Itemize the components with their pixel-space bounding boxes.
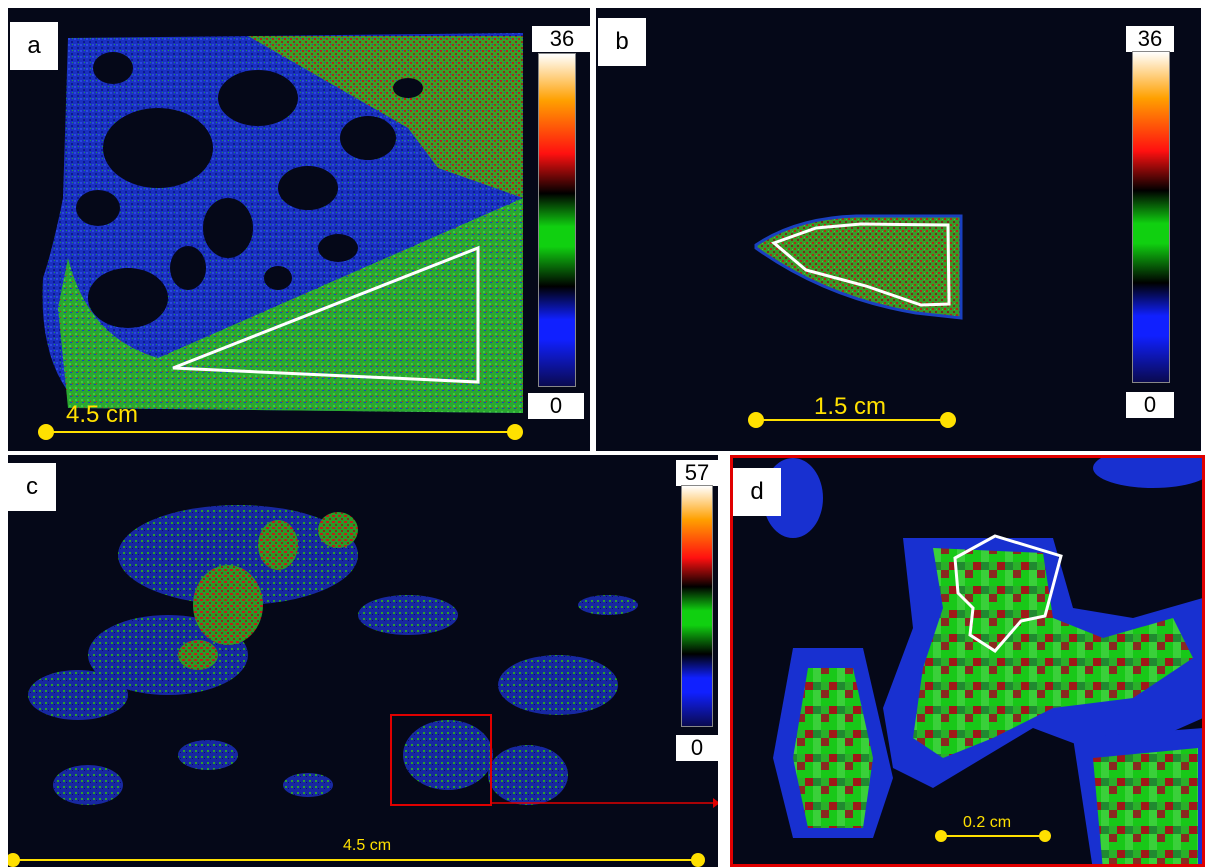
panel-a-image: [38, 33, 523, 440]
colorbar-a-max: 36: [532, 26, 590, 52]
panel-b-letter: b: [598, 18, 646, 66]
panel-d-image: [763, 458, 1202, 864]
colorbar-b: [1132, 51, 1170, 383]
panel-c-letter: c: [8, 463, 56, 511]
colorbar-c-max: 57: [676, 460, 718, 486]
panel-d-letter: d: [733, 468, 781, 516]
panel-b: b 36 0 1.5 cm: [596, 8, 1201, 451]
colorbar-b-max: 36: [1126, 26, 1174, 52]
panel-c: c 57 0 4.5 cm: [8, 455, 718, 867]
panel-a-letter: a: [10, 22, 58, 70]
colorbar-b-min: 0: [1126, 392, 1174, 418]
panel-a: a 36 0 4.5 cm: [8, 8, 590, 451]
panel-d: d 0.2 cm: [730, 455, 1205, 867]
colorbar-a-min: 0: [528, 393, 584, 419]
scale-label-b: 1.5 cm: [814, 393, 887, 420]
panel-c-image: [8, 505, 718, 867]
colorbar-a: [538, 53, 576, 387]
scale-label-c: 4.5 cm: [343, 837, 392, 854]
roi-outline-b: [771, 222, 951, 307]
roi-outline-d: [953, 534, 1063, 653]
panel-b-image: [748, 214, 963, 428]
inset-box: [390, 714, 492, 806]
colorbar-c-min: 0: [676, 735, 718, 761]
scale-label-a: 4.5 cm: [66, 401, 139, 428]
roi-outline-a: [172, 245, 480, 384]
scale-label-d: 0.2 cm: [963, 814, 1012, 831]
colorbar-c: [681, 485, 713, 727]
